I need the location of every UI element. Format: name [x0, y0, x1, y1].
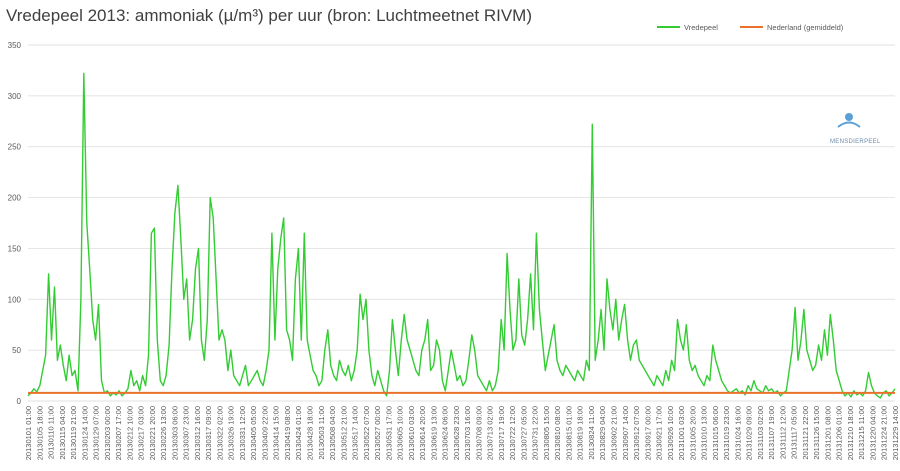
x-tick-label: 20131117 05:00 — [790, 406, 799, 459]
logo-icon — [845, 113, 853, 121]
x-tick-label: 20131220 04:00 — [868, 406, 877, 460]
x-tick-label: 20130819 18:00 — [576, 406, 585, 460]
logo-text: MENSDIERPEEL — [830, 139, 881, 145]
x-tick-label: 20131215 11:00 — [857, 406, 866, 460]
legend: Vredepeel Nederland (gemiddeld) — [657, 23, 844, 32]
x-tick-label: 20130105 18:00 — [35, 406, 44, 460]
x-tick-label: 20131010 13:00 — [700, 406, 709, 460]
x-tick-label: 20130119 21:00 — [69, 406, 78, 460]
x-tick-label: 20130414 15:00 — [272, 406, 281, 460]
x-tick-label: 20130805 15:00 — [542, 406, 551, 460]
x-tick-label: 20130713 02:00 — [486, 406, 495, 460]
series-line-0 — [27, 72, 896, 399]
x-tick-label: 20130810 08:00 — [553, 406, 562, 460]
x-tick-label: 20130203 00:00 — [103, 406, 112, 460]
x-tick-label: 20130829 04:00 — [598, 406, 607, 460]
x-tick-label: 20130424 01:00 — [294, 406, 303, 460]
x-tick-label: 20130614 20:00 — [418, 406, 427, 460]
x-tick-label: 20130212 10:00 — [125, 406, 134, 460]
x-tick-label: 20130115 04:00 — [58, 406, 67, 460]
x-tick-label: 20130926 10:00 — [666, 406, 675, 460]
x-tick-label: 20130912 07:00 — [632, 406, 641, 460]
x-tick-label: 20130527 00:00 — [373, 406, 382, 460]
x-tick-label: 20130605 10:00 — [396, 406, 405, 460]
mensdierpeel-logo: MENSDIERPEEL — [830, 113, 881, 145]
chart-title: Vredepeel 2013: ammoniak (µ/m³) per uur … — [6, 6, 533, 25]
x-tick-label: 20130428 18:00 — [305, 406, 314, 460]
x-tick-label: 20130824 11:00 — [587, 406, 596, 460]
x-tick-label: 20131019 23:00 — [722, 406, 731, 460]
x-tick-label: 20130703 16:00 — [463, 406, 472, 460]
x-tick-label: 20130326 19:00 — [227, 406, 236, 460]
legend-label-vredepeel: Vredepeel — [684, 23, 718, 32]
x-tick-label: 20130907 14:00 — [621, 406, 630, 460]
legend-label-nederland: Nederland (gemiddeld) — [767, 23, 844, 32]
x-tick-label: 20130921 17:00 — [655, 406, 664, 460]
x-tick-label: 20130101 01:00 — [24, 406, 33, 460]
x-tick-label: 20130517 14:00 — [351, 406, 360, 460]
x-tick-label: 20130221 20:00 — [148, 406, 157, 460]
x-tick-label: 20130708 09:00 — [474, 406, 483, 460]
x-tick-label: 20130522 07:00 — [362, 406, 371, 460]
x-axis: 20130101 01:00 20130105 18:00 20130110 11:… — [24, 406, 900, 460]
x-tick-label: 20131206 01:00 — [835, 406, 844, 460]
x-tick-label: 20130331 12:00 — [238, 406, 247, 460]
x-tick-label: 20130207 17:00 — [114, 406, 123, 460]
x-tick-label: 20130531 17:00 — [384, 406, 393, 460]
x-tick-label: 20130317 09:00 — [204, 406, 213, 460]
y-tick-label: 350 — [8, 41, 22, 50]
x-tick-label: 20130303 06:00 — [170, 406, 179, 460]
x-tick-label: 20131112 12:00 — [778, 406, 787, 459]
x-tick-label: 20130217 03:00 — [137, 406, 146, 460]
x-tick-label: 20130312 16:00 — [193, 406, 202, 460]
x-tick-label: 20131229 14:00 — [891, 406, 900, 460]
x-tick-label: 20130815 01:00 — [564, 406, 573, 460]
x-tick-label: 20130917 00:00 — [643, 406, 652, 460]
x-tick-label: 20131201 08:00 — [823, 406, 832, 460]
x-tick-label: 20130124 14:00 — [80, 406, 89, 460]
x-tick-label: 20130226 13:00 — [159, 406, 168, 460]
series-layer — [27, 72, 896, 399]
x-tick-label: 20130619 13:00 — [429, 406, 438, 460]
x-tick-label: 20130419 08:00 — [283, 406, 292, 460]
x-tick-label: 20131029 09:00 — [745, 406, 754, 460]
x-tick-label: 20130508 04:00 — [328, 406, 337, 460]
y-tick-label: 150 — [8, 244, 22, 253]
x-tick-label: 20131210 18:00 — [846, 406, 855, 460]
x-tick-label: 20130731 22:00 — [531, 406, 540, 460]
y-tick-label: 300 — [8, 92, 22, 101]
x-tick-label: 20130722 12:00 — [508, 406, 517, 460]
x-tick-label: 20131103 02:00 — [756, 406, 765, 460]
x-tick-label: 20130405 05:00 — [249, 406, 258, 460]
y-tick-label: 200 — [8, 194, 22, 203]
x-tick-label: 20131001 03:00 — [677, 406, 686, 460]
x-tick-label: 20130110 11:00 — [47, 406, 56, 459]
y-axis: 0 50 100 150 200 250 300 350 — [8, 41, 22, 406]
x-tick-label: 20130129 07:00 — [92, 406, 101, 460]
x-tick-label: 20130322 02:00 — [215, 406, 224, 460]
x-tick-label: 20131126 15:00 — [812, 406, 821, 460]
x-tick-label: 20130610 03:00 — [407, 406, 416, 460]
x-tick-label: 20130628 23:00 — [452, 406, 461, 460]
x-tick-label: 20130512 21:00 — [339, 406, 348, 460]
x-tick-label: 20131224 21:00 — [880, 406, 889, 460]
x-tick-label: 20130727 05:00 — [519, 406, 528, 460]
x-tick-label: 20130624 06:00 — [441, 406, 450, 460]
gridlines — [28, 44, 895, 402]
y-tick-label: 0 — [17, 397, 22, 406]
x-tick-label: 20131005 20:00 — [688, 406, 697, 460]
y-tick-label: 250 — [8, 143, 22, 152]
x-tick-label: 20130902 21:00 — [610, 406, 619, 460]
x-tick-label: 20130717 19:00 — [497, 406, 506, 460]
x-tick-label: 20131121 22:00 — [801, 406, 810, 460]
y-tick-label: 50 — [12, 346, 21, 355]
x-tick-label: 20130503 11:00 — [317, 406, 326, 460]
x-tick-label: 20130409 22:00 — [260, 406, 269, 460]
x-tick-label: 20131107 19:00 — [767, 406, 776, 460]
y-tick-label: 100 — [8, 295, 22, 304]
x-tick-label: 20131024 16:00 — [733, 406, 742, 460]
x-tick-label: 20130307 23:00 — [182, 406, 191, 460]
x-tick-label: 20131015 06:00 — [711, 406, 720, 460]
